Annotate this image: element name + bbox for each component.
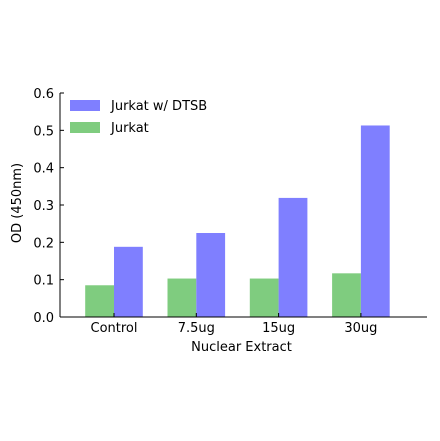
legend-swatch	[70, 122, 100, 133]
x-tick-label: 30ug	[344, 321, 377, 336]
y-tick-label: 0.4	[33, 162, 54, 177]
bar-jurkat-w-dtsb-30ug	[360, 125, 390, 317]
legend-label: Jurkat	[110, 121, 149, 136]
bar-jurkat-w-dtsb-15ug	[278, 197, 308, 317]
y-axis-label: OD (450nm)	[10, 163, 25, 243]
legend-swatch	[70, 100, 100, 111]
bars-group	[85, 125, 390, 317]
legend-label: Jurkat w/ DTSB	[110, 99, 207, 114]
bar-jurkat-30ug	[332, 273, 361, 317]
x-tick-label: 15ug	[262, 321, 295, 336]
legend: Jurkat w/ DTSB Jurkat	[70, 99, 207, 136]
y-tick-label: 0.2	[33, 236, 54, 251]
y-tick-label: 0.0	[33, 311, 54, 326]
bar-jurkat-15ug	[249, 278, 279, 317]
x-tick-label: Control	[91, 321, 138, 336]
y-tick-label: 0.5	[33, 124, 54, 139]
y-ticks-group: 0.0 0.1 0.2 0.3 0.4 0.5 0.6	[33, 87, 64, 326]
y-tick-label: 0.3	[33, 199, 54, 214]
bar-jurkat-w-dtsb-control	[114, 246, 143, 317]
bar-jurkat-7-5ug	[167, 278, 197, 317]
x-axis-label: Nuclear Extract	[191, 340, 292, 355]
x-tick-label: 7.5ug	[178, 321, 215, 336]
y-tick-label: 0.1	[33, 274, 54, 289]
bar-jurkat-w-dtsb-7-5ug	[196, 233, 226, 317]
bar-jurkat-control	[85, 285, 114, 317]
x-ticks-group: Control 7.5ug 15ug 30ug	[91, 313, 377, 336]
y-tick-label: 0.6	[33, 87, 54, 102]
